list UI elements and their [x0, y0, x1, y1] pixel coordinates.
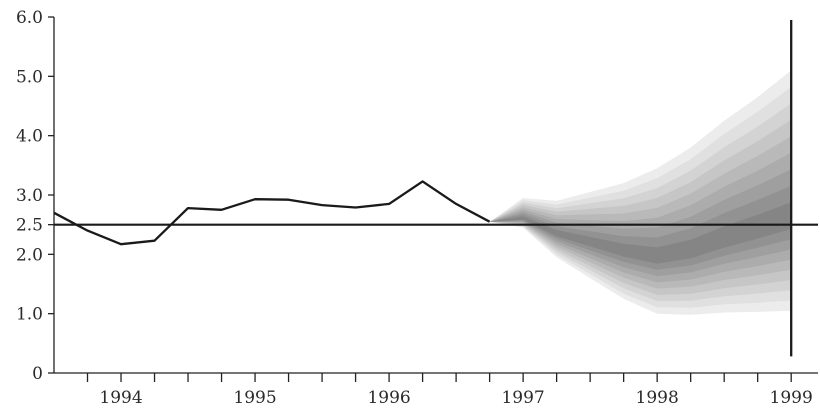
y-tick-label: 5.0 [16, 67, 43, 87]
y-tick-label: 3.0 [16, 186, 43, 206]
fan-band [489, 202, 792, 264]
x-tick-label: 1997 [501, 388, 544, 408]
fan-bands [489, 70, 792, 315]
y-tick-label: 1.0 [16, 305, 43, 325]
x-tick-label: 1995 [233, 388, 276, 408]
y-tick-label: 2.5 [16, 216, 43, 236]
y-ticks: 0 1.0 2.0 2.5 3.0 4.0 5.0 6.0 [16, 8, 54, 384]
x-tick-label: 1998 [636, 388, 679, 408]
x-tick-label: 1994 [99, 388, 142, 408]
x-ticks: 1994 1995 1996 1997 1998 1999 [86, 373, 813, 408]
x-tick-label: 1999 [770, 388, 813, 408]
y-tick-label: 2.0 [16, 245, 43, 265]
series-line [53, 180, 491, 246]
y-tick-label: 6.0 [16, 8, 43, 28]
y-tick-label: 4.0 [16, 127, 43, 147]
x-tick-label: 1996 [367, 388, 410, 408]
y-tick-label: 0 [32, 364, 43, 384]
